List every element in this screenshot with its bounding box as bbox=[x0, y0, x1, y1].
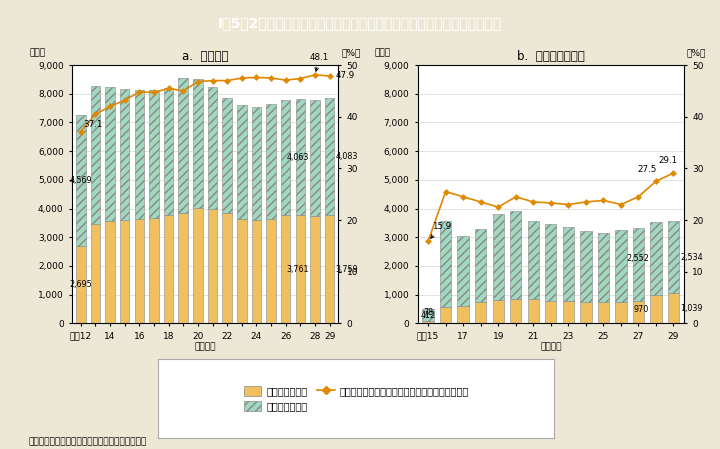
Bar bbox=[510, 299, 521, 323]
Bar bbox=[120, 220, 130, 323]
Text: （人）: （人） bbox=[30, 48, 45, 57]
Bar bbox=[325, 216, 334, 323]
Bar bbox=[667, 294, 679, 323]
Bar bbox=[598, 302, 609, 323]
Bar bbox=[667, 221, 679, 294]
Bar bbox=[633, 301, 644, 323]
Text: 29.1: 29.1 bbox=[659, 156, 678, 165]
Text: 970: 970 bbox=[634, 305, 649, 314]
Bar bbox=[252, 220, 261, 323]
Bar bbox=[440, 221, 451, 307]
Bar bbox=[650, 222, 662, 295]
Text: 4,569: 4,569 bbox=[69, 176, 92, 185]
Bar bbox=[179, 212, 188, 323]
Bar bbox=[105, 221, 114, 323]
Bar bbox=[91, 224, 100, 323]
Bar bbox=[423, 309, 434, 321]
Bar bbox=[105, 87, 114, 221]
Bar bbox=[296, 216, 305, 323]
Bar bbox=[149, 90, 158, 218]
Bar bbox=[475, 229, 487, 302]
Bar bbox=[580, 302, 592, 323]
Text: 3,761: 3,761 bbox=[287, 265, 309, 274]
Text: 1,039: 1,039 bbox=[680, 304, 703, 313]
Text: 15.9: 15.9 bbox=[431, 222, 451, 238]
Bar bbox=[193, 79, 202, 208]
Bar bbox=[598, 233, 609, 302]
Bar bbox=[135, 90, 144, 219]
Bar bbox=[580, 231, 592, 302]
Bar bbox=[492, 300, 504, 323]
Bar bbox=[423, 321, 434, 323]
Legend: 社会人女子学生, 社会人男子学生, 社会人入学者に占める女子学生の割合（右目盛）: 社会人女子学生, 社会人男子学生, 社会人入学者に占める女子学生の割合（右目盛） bbox=[236, 378, 477, 419]
Bar bbox=[545, 301, 557, 323]
Bar bbox=[325, 98, 334, 216]
Bar bbox=[492, 214, 504, 300]
Bar bbox=[76, 115, 86, 246]
Bar bbox=[135, 219, 144, 323]
Text: 47.9: 47.9 bbox=[336, 71, 355, 80]
Text: （%）: （%） bbox=[341, 48, 361, 57]
Text: 3,759: 3,759 bbox=[336, 265, 359, 274]
Bar bbox=[296, 99, 305, 216]
Bar bbox=[650, 295, 662, 323]
Bar bbox=[222, 98, 232, 213]
Bar bbox=[457, 306, 469, 323]
Title: b.  専門職学位課程: b. 専門職学位課程 bbox=[517, 49, 585, 62]
Bar bbox=[91, 86, 100, 224]
Bar bbox=[179, 78, 188, 212]
Bar bbox=[510, 211, 521, 299]
Text: （%）: （%） bbox=[687, 48, 706, 57]
Text: 4,063: 4,063 bbox=[287, 154, 309, 163]
Bar bbox=[252, 107, 261, 220]
Text: 48.1: 48.1 bbox=[310, 53, 329, 71]
Bar bbox=[440, 307, 451, 323]
Text: 27.5: 27.5 bbox=[637, 164, 657, 174]
Bar bbox=[310, 216, 320, 323]
Bar bbox=[237, 105, 246, 219]
Text: 4,083: 4,083 bbox=[336, 152, 358, 161]
Bar bbox=[120, 88, 130, 220]
Text: I－5－2図　社会人大学院入学者数（男女別）及び女子学生の割合の推移: I－5－2図 社会人大学院入学者数（男女別）及び女子学生の割合の推移 bbox=[218, 17, 502, 31]
Bar bbox=[562, 228, 574, 301]
Bar bbox=[222, 213, 232, 323]
Title: a.  修士課程: a. 修士課程 bbox=[182, 49, 228, 62]
Bar bbox=[528, 299, 539, 323]
Bar bbox=[528, 221, 539, 299]
Bar bbox=[164, 215, 174, 323]
Text: 2,552: 2,552 bbox=[626, 254, 649, 264]
Bar bbox=[164, 88, 174, 215]
Bar bbox=[266, 104, 276, 219]
Bar bbox=[545, 224, 557, 301]
Text: 78: 78 bbox=[423, 308, 433, 317]
Bar bbox=[237, 219, 246, 323]
Bar bbox=[310, 100, 320, 216]
Bar bbox=[615, 302, 626, 323]
Text: 2,695: 2,695 bbox=[69, 280, 92, 289]
Bar bbox=[562, 301, 574, 323]
Text: 37.1: 37.1 bbox=[83, 120, 102, 129]
Text: 412: 412 bbox=[420, 311, 436, 320]
Text: （人）: （人） bbox=[375, 48, 391, 57]
Bar bbox=[149, 218, 158, 323]
X-axis label: （年度）: （年度） bbox=[540, 342, 562, 351]
Bar bbox=[76, 246, 86, 323]
Bar bbox=[281, 100, 290, 216]
Bar bbox=[193, 208, 202, 323]
Text: 2,534: 2,534 bbox=[680, 253, 703, 262]
Text: （備考）文部科学省「学校基本調査」より作成。: （備考）文部科学省「学校基本調査」より作成。 bbox=[29, 438, 147, 447]
Bar bbox=[266, 219, 276, 323]
Bar bbox=[457, 236, 469, 306]
Bar bbox=[208, 87, 217, 209]
Bar bbox=[475, 302, 487, 323]
Bar bbox=[281, 216, 290, 323]
Bar bbox=[615, 230, 626, 302]
Bar bbox=[633, 228, 644, 301]
X-axis label: （年度）: （年度） bbox=[194, 342, 216, 351]
Bar bbox=[208, 209, 217, 323]
